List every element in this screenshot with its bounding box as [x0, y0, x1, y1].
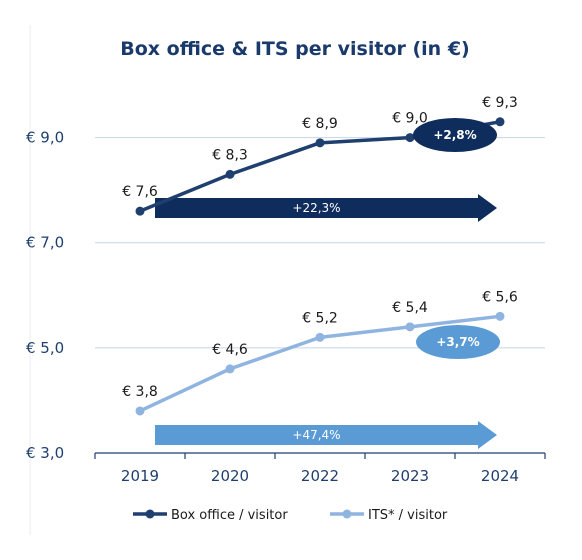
growth-arrow	[155, 194, 497, 222]
x-tick-labels: 2019 2020 2022 2023 2024	[121, 467, 519, 485]
y-tick-label: € 7,0	[26, 234, 64, 252]
legend-label: ITS* / visitor	[368, 508, 448, 523]
data-point	[135, 206, 145, 216]
y-tick-label: € 3,0	[26, 444, 64, 462]
growth-arrow-label: +47,4%	[292, 428, 340, 442]
y-tick-labels: € 3,0 € 5,0 € 7,0 € 9,0	[26, 129, 64, 462]
data-point	[495, 117, 505, 127]
growth-badge	[416, 325, 500, 359]
data-point	[405, 322, 415, 332]
data-point	[225, 169, 235, 179]
data-label: € 5,6	[482, 289, 518, 305]
data-label: € 5,2	[302, 310, 338, 326]
x-tick-label: 2022	[301, 467, 339, 485]
data-label: € 8,3	[212, 147, 248, 163]
data-label: € 7,6	[122, 184, 158, 200]
data-label: € 9,3	[482, 95, 518, 111]
data-label: € 4,6	[212, 342, 248, 358]
x-tick-label: 2019	[121, 467, 159, 485]
growth-badge-label: +2,8%	[433, 128, 476, 142]
growth-badges: +2,8% +3,7%	[413, 118, 500, 359]
growth-badge-label: +3,7%	[436, 335, 479, 349]
data-point	[135, 406, 145, 416]
growth-badge	[413, 118, 497, 152]
data-label: € 8,9	[302, 116, 338, 132]
growth-arrow-label: +22,3%	[292, 201, 340, 215]
x-tick-label: 2020	[211, 467, 249, 485]
y-tick-label: € 5,0	[26, 339, 64, 357]
data-label: € 9,0	[392, 111, 428, 127]
x-tick-label: 2023	[391, 467, 429, 485]
legend-swatch-marker	[342, 509, 352, 519]
chart-title: Box office & ITS per visitor (in €)	[120, 38, 469, 60]
data-point	[315, 332, 325, 342]
legend-swatch-marker	[145, 509, 155, 519]
legend: Box office / visitor ITS* / visitor	[133, 508, 448, 523]
growth-arrows: +22,3% +47,4%	[155, 194, 497, 449]
data-point	[405, 133, 415, 143]
legend-label: Box office / visitor	[171, 508, 288, 523]
data-point	[315, 138, 325, 148]
data-label: € 3,8	[122, 384, 158, 400]
axes	[94, 452, 546, 459]
growth-arrow	[155, 421, 497, 449]
y-tick-label: € 9,0	[26, 129, 64, 147]
data-label: € 5,4	[392, 300, 428, 316]
data-point	[495, 311, 505, 321]
x-tick-label: 2024	[481, 467, 519, 485]
data-point	[225, 364, 235, 374]
series: € 7,6 € 8,3 € 8,9 € 9,0 € 9,3 € 3,8 € 4,6 € 5,2…	[122, 95, 518, 416]
